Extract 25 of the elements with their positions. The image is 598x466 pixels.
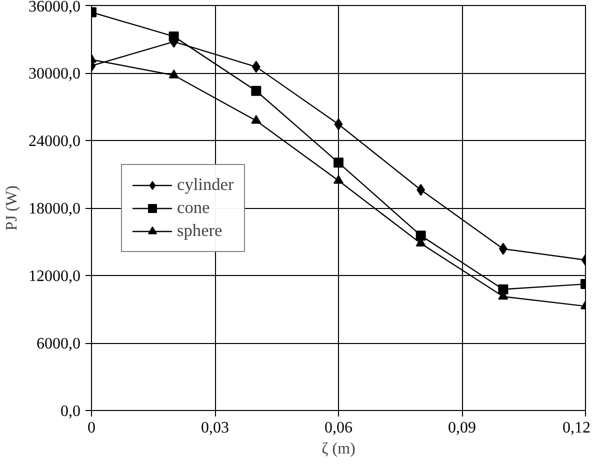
y-tick-label: 36000,0 [28,0,80,16]
point [416,230,426,241]
x-tick-label: 0 [88,420,96,436]
point [334,174,344,184]
point [251,86,262,96]
x-tick-label: 0,12 [562,420,590,436]
legend-label: cylinder [177,174,234,194]
x-tick-label: 0,09 [448,420,476,436]
x-tick-label: 0,03 [201,420,229,436]
y-tick-label: 24000,0 [28,133,80,150]
y-tick-label: 0,0 [60,403,80,420]
x-tick-label: 0,06 [324,420,352,436]
y-tick-label: 6000,0 [36,336,80,352]
point [251,115,262,124]
y-tick-label: 12000,0 [28,268,80,285]
point [168,70,179,78]
y-axis-title: PJ (W) [4,186,20,230]
point [168,31,179,42]
x-axis-title: ζ (m) [322,440,356,458]
legend-label: sphere [177,220,222,240]
point [334,118,343,130]
legend-label: cone [177,198,210,218]
y-tick-label: 30000,0 [28,66,80,82]
y-tick-label: 18000,0 [28,200,80,218]
point [334,158,344,168]
